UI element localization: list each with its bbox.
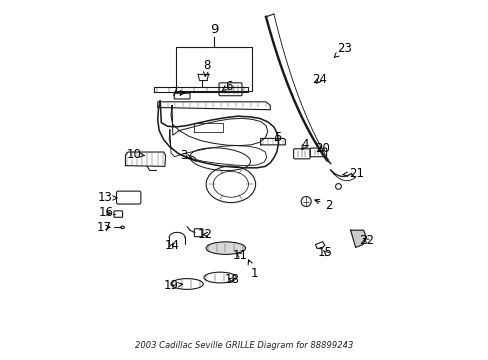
Ellipse shape	[206, 242, 245, 255]
Text: 6: 6	[222, 80, 232, 93]
Text: 1: 1	[248, 260, 257, 280]
Text: 18: 18	[224, 273, 239, 286]
Text: 2: 2	[314, 199, 332, 212]
Text: 11: 11	[232, 249, 247, 262]
Text: 9: 9	[209, 23, 218, 36]
Text: 24: 24	[312, 73, 326, 86]
Polygon shape	[350, 230, 366, 247]
Text: 4: 4	[301, 138, 308, 151]
Text: 12: 12	[197, 228, 212, 241]
Text: 23: 23	[333, 41, 352, 57]
Text: 14: 14	[164, 239, 179, 252]
Text: 17: 17	[97, 221, 112, 234]
Text: 21: 21	[342, 167, 363, 180]
Text: 7: 7	[170, 86, 184, 99]
Text: 16: 16	[98, 207, 113, 220]
Text: 3: 3	[180, 149, 191, 162]
Text: 5: 5	[273, 131, 281, 144]
Text: 10: 10	[126, 148, 144, 161]
Text: 2003 Cadillac Seville GRILLE Diagram for 88899243: 2003 Cadillac Seville GRILLE Diagram for…	[135, 341, 353, 350]
Text: 19: 19	[163, 279, 182, 292]
Text: 13: 13	[98, 192, 117, 204]
Text: 8: 8	[203, 59, 210, 76]
Bar	[176, 47, 251, 91]
Text: 20: 20	[315, 142, 329, 155]
Text: 15: 15	[318, 246, 332, 259]
Text: 22: 22	[358, 234, 373, 247]
